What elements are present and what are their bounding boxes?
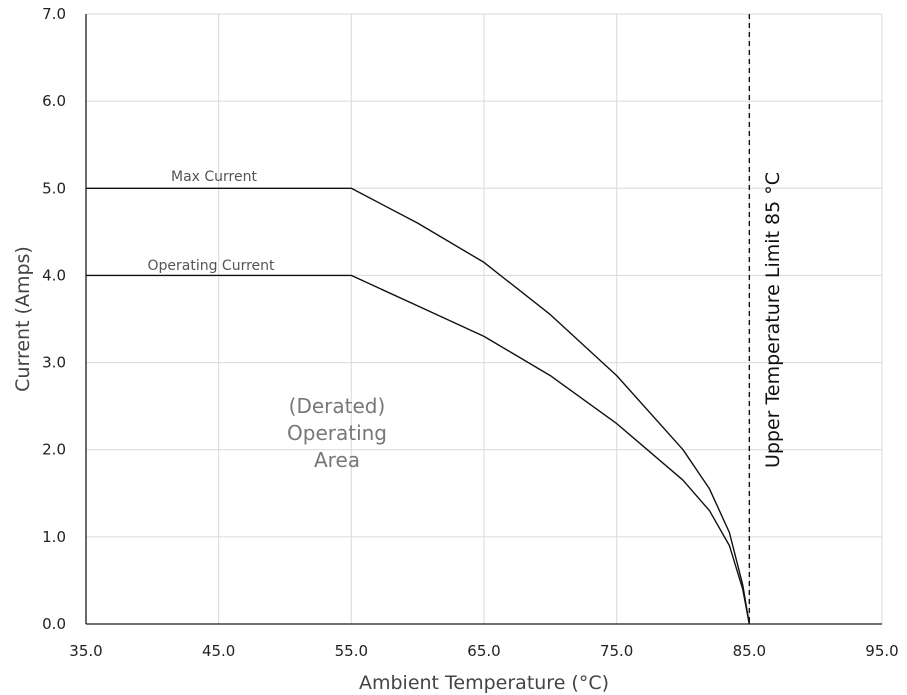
x-tick-label: 75.0 bbox=[600, 642, 633, 660]
area-label-line-2: Operating bbox=[287, 421, 387, 445]
series-lines bbox=[86, 187, 750, 625]
y-tick-label: 2.0 bbox=[42, 441, 66, 459]
x-tick-label: 45.0 bbox=[202, 642, 235, 660]
y-tick-label: 5.0 bbox=[42, 179, 66, 197]
y-tick-label: 4.0 bbox=[42, 266, 66, 284]
series-line-max-current bbox=[86, 187, 750, 625]
x-tick-label: 95.0 bbox=[865, 642, 898, 660]
area-label-line-1: (Derated) bbox=[289, 394, 386, 418]
series-line-operating-current bbox=[86, 274, 750, 625]
y-tick-labels: 0.0 1.0 2.0 3.0 4.0 5.0 6.0 7.0 bbox=[42, 5, 66, 633]
axes bbox=[85, 14, 882, 625]
x-axis-label: Ambient Temperature (°C) bbox=[359, 672, 609, 694]
upper-limit-label: Upper Temperature Limit 85 °C bbox=[762, 172, 784, 468]
x-tick-label: 55.0 bbox=[335, 642, 368, 660]
x-tick-label: 35.0 bbox=[69, 642, 102, 660]
y-axis-label: Current (Amps) bbox=[12, 246, 34, 392]
y-tick-label: 6.0 bbox=[42, 92, 66, 110]
x-tick-label: 85.0 bbox=[733, 642, 766, 660]
y-tick-label: 3.0 bbox=[42, 354, 66, 372]
y-tick-label: 0.0 bbox=[42, 615, 66, 633]
y-tick-label: 7.0 bbox=[42, 5, 66, 23]
x-tick-labels: 35.0 45.0 55.0 65.0 75.0 85.0 95.0 bbox=[69, 642, 898, 660]
y-tick-label: 1.0 bbox=[42, 528, 66, 546]
series-label-max-current: Max Current bbox=[171, 169, 257, 185]
series-label-operating-current: Operating Current bbox=[147, 258, 275, 274]
area-label-line-3: Area bbox=[314, 448, 360, 472]
x-tick-label: 65.0 bbox=[467, 642, 500, 660]
